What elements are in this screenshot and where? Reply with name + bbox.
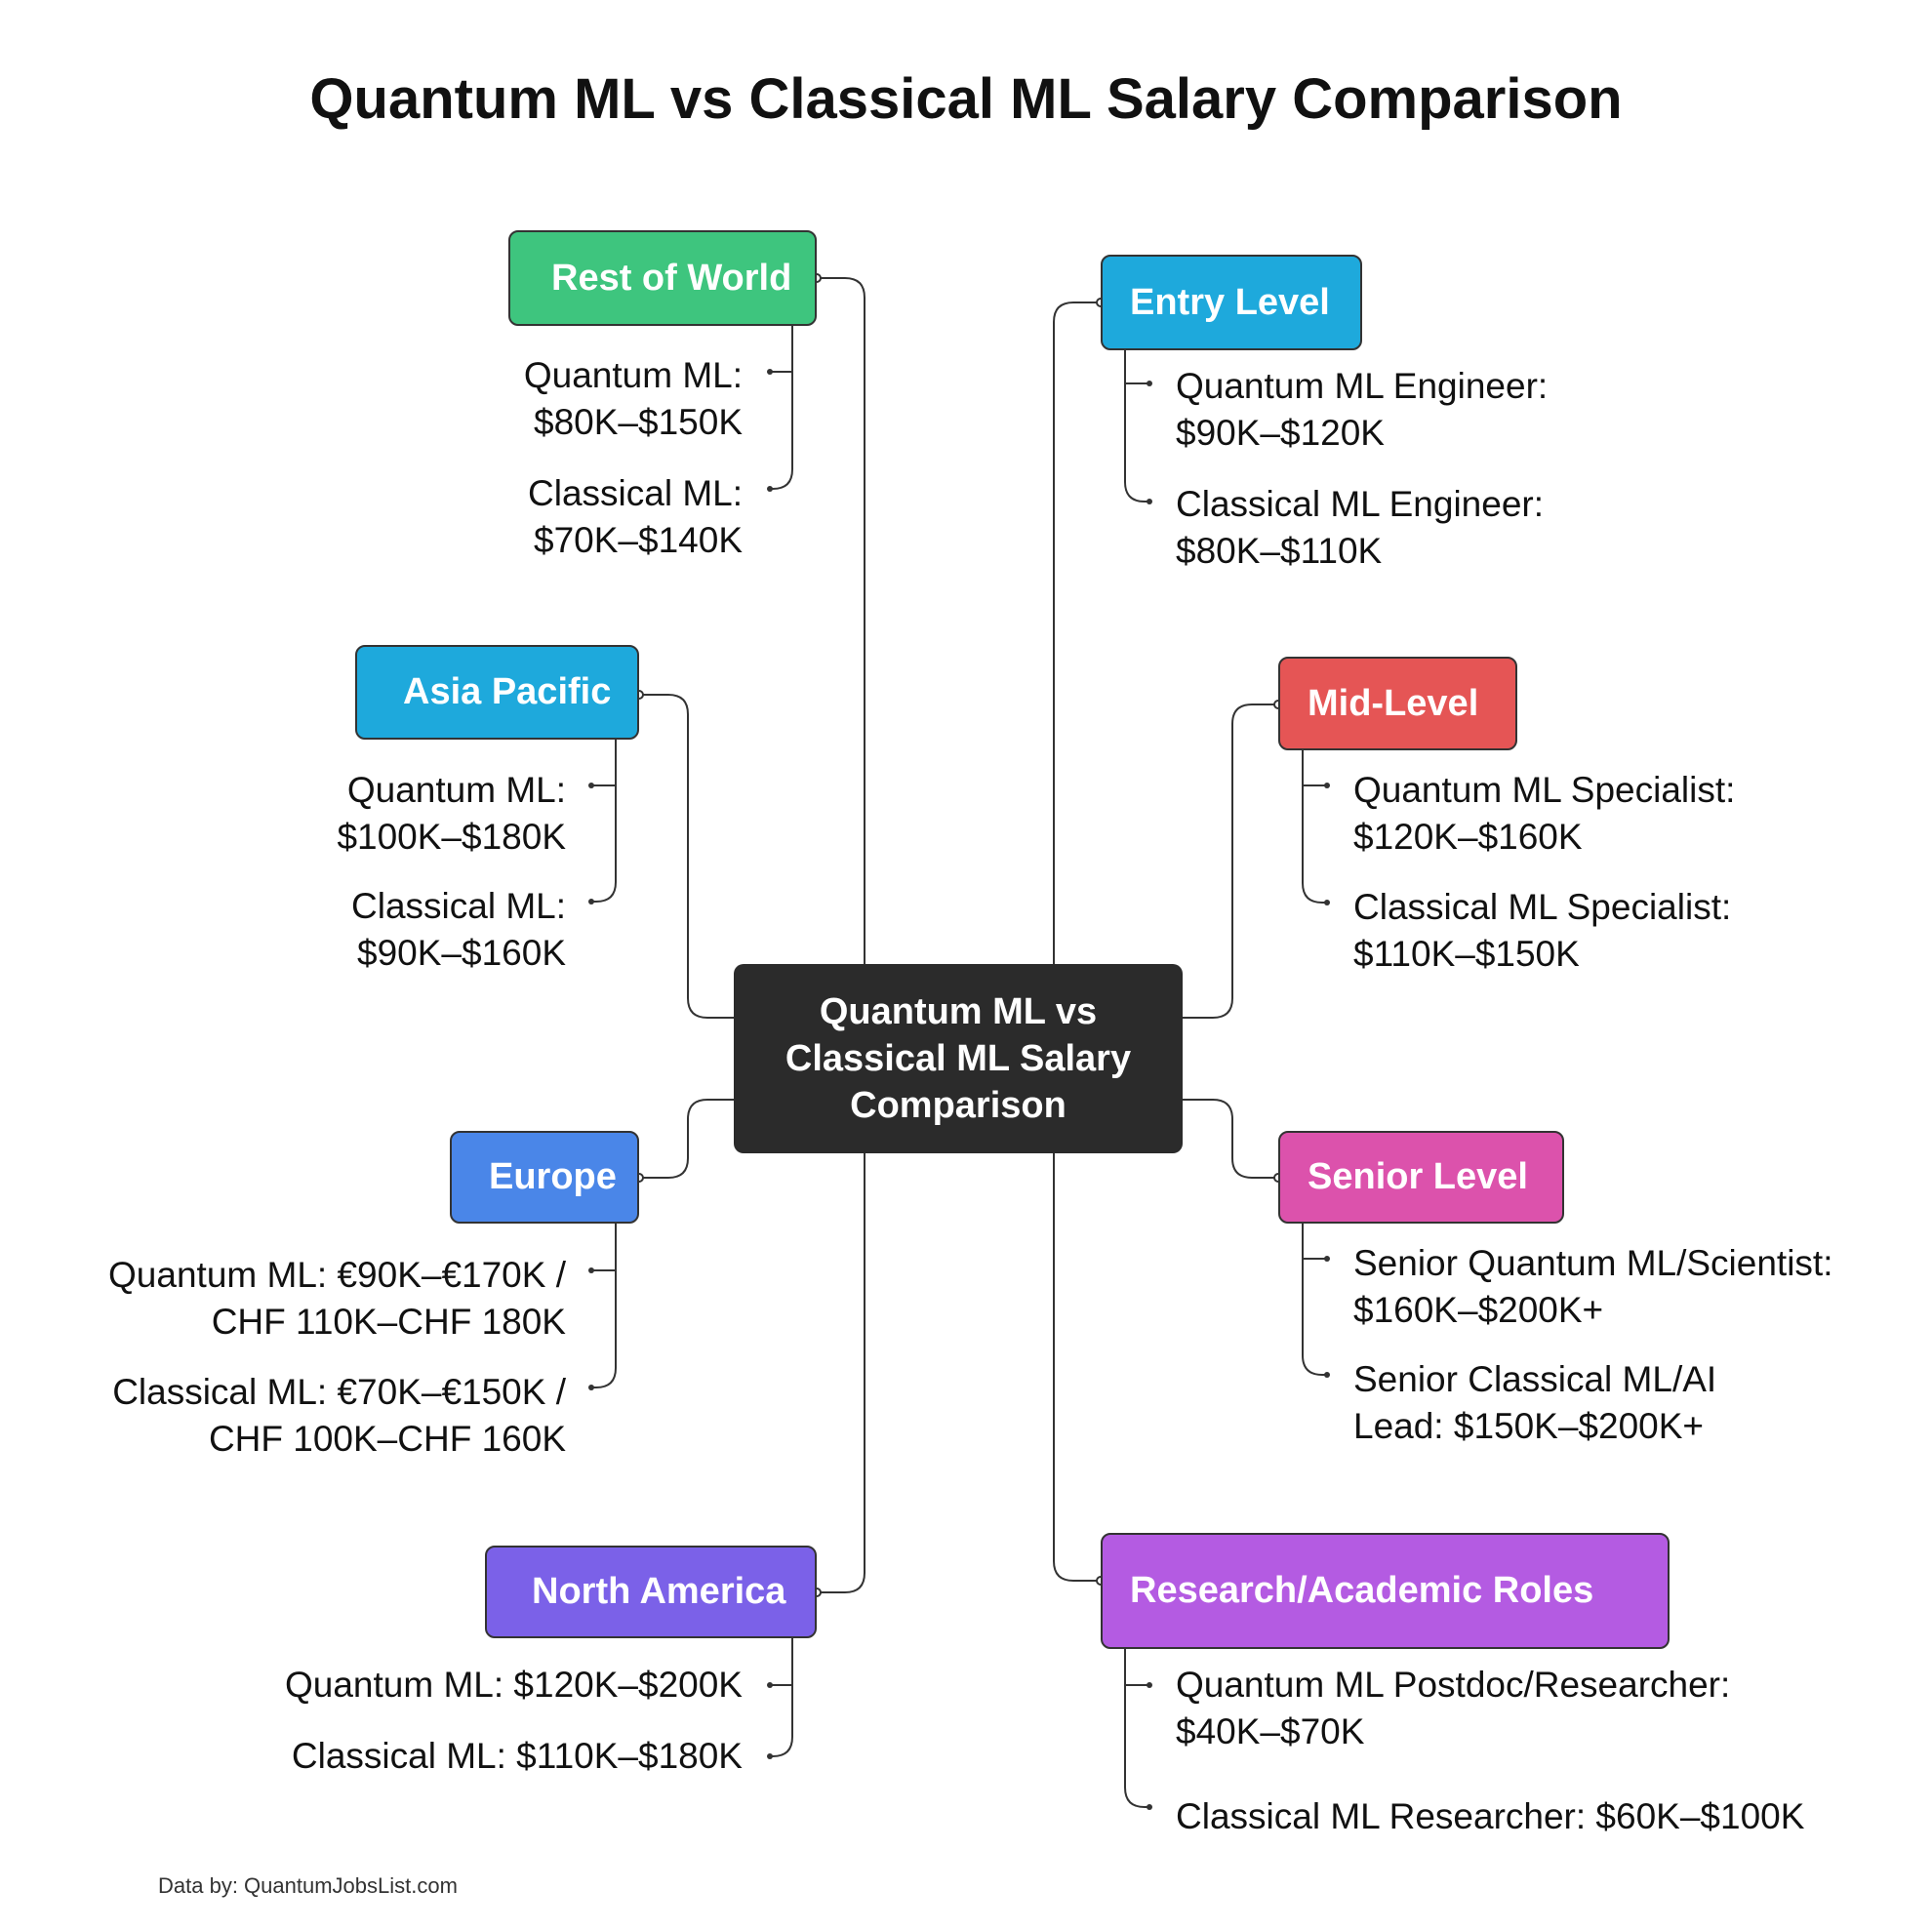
- leaf-line: CHF 110K–CHF 180K: [211, 1302, 566, 1342]
- leaf-na-quantum-ml: Quantum ML: $120K–$200K: [285, 1662, 743, 1709]
- leaf-line: $70K–$140K: [534, 520, 743, 560]
- node-entry-level: Entry Level: [1101, 255, 1362, 350]
- leaf-line: $40K–$70K: [1176, 1711, 1365, 1751]
- leaf-line: Lead: $150K–$200K+: [1353, 1406, 1705, 1446]
- leaf-research-quantum: Quantum ML Postdoc/Researcher: $40K–$70K: [1176, 1662, 1730, 1755]
- leaf-line: Quantum ML: $120K–$200K: [285, 1665, 743, 1705]
- leaf-line: Quantum ML Engineer:: [1176, 366, 1549, 406]
- branch-senior-level: [1183, 1099, 1278, 1179]
- branch-mid-level: [1183, 704, 1278, 1019]
- node-senior-level: Senior Level: [1278, 1131, 1564, 1224]
- branch-europe: [639, 1099, 734, 1179]
- node-label: Europe: [489, 1156, 617, 1197]
- leaf-line: Classical ML Engineer:: [1176, 484, 1545, 524]
- leaf-entry-quantum: Quantum ML Engineer: $90K–$120K: [1176, 363, 1548, 457]
- leaf-line: $80K–$110K: [1176, 531, 1383, 571]
- page-title: Quantum ML vs Classical ML Salary Compar…: [309, 67, 1623, 131]
- node-label: North America: [532, 1571, 786, 1612]
- node-north-america: North America: [485, 1546, 817, 1638]
- leaf-entry-classical: Classical ML Engineer: $80K–$110K: [1176, 481, 1544, 575]
- leaf-line: Classical ML Researcher: $60K–$100K: [1176, 1796, 1805, 1836]
- leaf-line: Classical ML: $110K–$180K: [291, 1736, 743, 1776]
- leaf-senior-quantum: Senior Quantum ML/Scientist: $160K–$200K…: [1353, 1240, 1833, 1334]
- leaf-line: Quantum ML:: [346, 770, 566, 810]
- leaf-research-classical: Classical ML Researcher: $60K–$100K: [1176, 1793, 1804, 1840]
- leaf-line: Classical ML:: [351, 886, 566, 926]
- leaf-line: Classical ML:: [528, 473, 743, 513]
- leaf-row-quantum-ml: Quantum ML: $80K–$150K: [524, 352, 743, 446]
- leaf-line: Quantum ML: €90K–€170K /: [108, 1255, 566, 1295]
- leaf-line: $160K–$200K+: [1353, 1290, 1604, 1330]
- node-label: Entry Level: [1130, 281, 1330, 323]
- leaf-line: $90K–$120K: [1176, 413, 1385, 453]
- leaf-asia-quantum-ml: Quantum ML: $100K–$180K: [337, 767, 566, 861]
- branch-research: [1053, 1153, 1101, 1582]
- leaf-line: Classical ML: €70K–€150K /: [112, 1372, 566, 1412]
- leaf-line: Quantum ML Specialist:: [1353, 770, 1736, 810]
- node-rest-of-world: Rest of World: [508, 230, 817, 326]
- node-label: Research/Academic Roles: [1130, 1570, 1594, 1611]
- leaf-line: $120K–$160K: [1353, 817, 1583, 857]
- data-source-footer: Data by: QuantumJobsList.com: [158, 1873, 458, 1898]
- leaf-line: Senior Quantum ML/Scientist:: [1353, 1243, 1833, 1283]
- branch-entry-level: [1053, 302, 1101, 964]
- node-label: Asia Pacific: [403, 671, 612, 712]
- branch-asia-pacific: [639, 694, 734, 1019]
- node-research: Research/Academic Roles: [1101, 1533, 1670, 1649]
- leaf-line: $80K–$150K: [534, 402, 743, 442]
- leaf-line: Classical ML Specialist:: [1353, 887, 1732, 927]
- leaf-line: Quantum ML:: [523, 355, 743, 395]
- node-label: Rest of World: [551, 257, 792, 299]
- leaf-line: $90K–$160K: [357, 933, 566, 973]
- leaf-line: Quantum ML Postdoc/Researcher:: [1176, 1665, 1731, 1705]
- node-label: Mid-Level: [1308, 682, 1479, 724]
- node-label: Senior Level: [1308, 1156, 1528, 1197]
- center-node: Quantum ML vs Classical ML Salary Compar…: [734, 964, 1183, 1153]
- branch-north-america: [817, 1153, 865, 1593]
- leaf-na-classical-ml: Classical ML: $110K–$180K: [292, 1733, 743, 1780]
- leaf-line: $100K–$180K: [337, 817, 566, 857]
- leaf-line: Senior Classical ML/AI: [1353, 1359, 1717, 1399]
- leaf-mid-classical: Classical ML Specialist: $110K–$150K: [1353, 884, 1731, 978]
- leaf-senior-classical: Senior Classical ML/AI Lead: $150K–$200K…: [1353, 1356, 1716, 1450]
- leaf-line: $110K–$150K: [1353, 934, 1580, 974]
- node-europe: Europe: [450, 1131, 639, 1224]
- branch-rest-of-world: [817, 277, 865, 964]
- leaf-europe-quantum-ml: Quantum ML: €90K–€170K / CHF 110K–CHF 18…: [108, 1252, 566, 1346]
- leaf-europe-classical-ml: Classical ML: €70K–€150K / CHF 100K–CHF …: [112, 1369, 566, 1463]
- leaf-line: CHF 100K–CHF 160K: [208, 1419, 566, 1459]
- leaf-row-classical-ml: Classical ML: $70K–$140K: [528, 470, 743, 564]
- leaf-mid-quantum: Quantum ML Specialist: $120K–$160K: [1353, 767, 1735, 861]
- node-asia-pacific: Asia Pacific: [355, 645, 639, 740]
- leaf-asia-classical-ml: Classical ML: $90K–$160K: [351, 883, 566, 977]
- node-mid-level: Mid-Level: [1278, 657, 1517, 750]
